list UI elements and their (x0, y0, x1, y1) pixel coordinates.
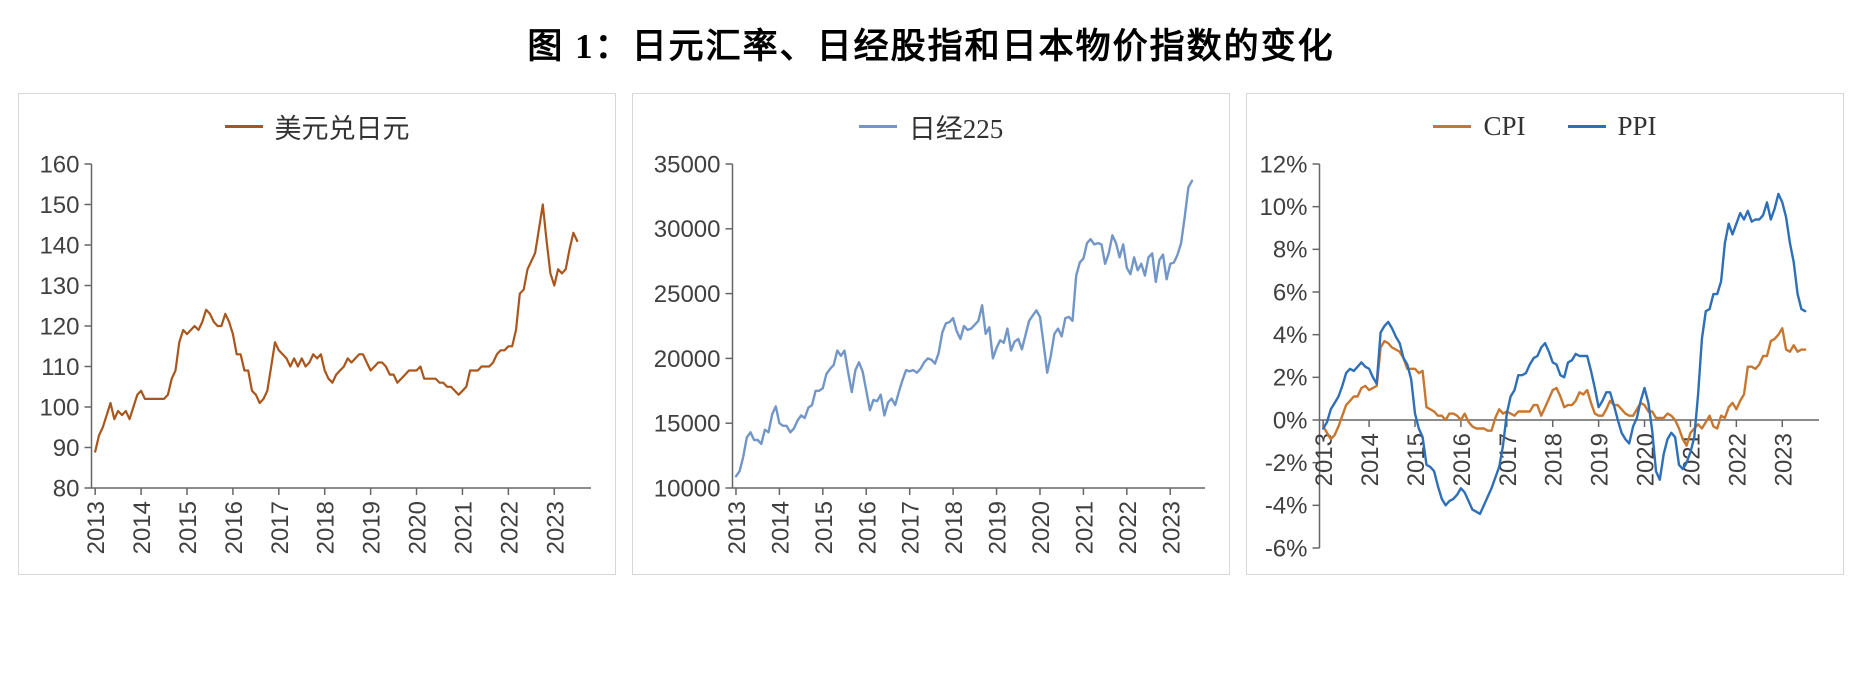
x-tick-label: 2023 (542, 501, 569, 554)
chart-usd-jpy: 80 90 100 110 120 130 140 150 160 2013 2014 2015 201… (39, 151, 591, 554)
x-tick-label: 2019 (985, 501, 1012, 554)
y-tick-label: 10% (1259, 194, 1307, 221)
y-tick-label: 140 (39, 232, 79, 259)
y-tick-label: -2% (1265, 450, 1308, 477)
x-tick-label: 2016 (1449, 433, 1476, 486)
y-tick-label: 150 (39, 192, 79, 219)
series-line-0 (1321, 327, 1807, 447)
x-tick-label: 2016 (854, 501, 881, 554)
y-tick-label: 0% (1273, 407, 1308, 434)
y-tick-label: 110 (41, 354, 79, 381)
panel-cpi-ppi: CPI PPI -6% -4% -2% 0% 2% 4% 6% 8% 10% 12% 2013 2014… (1246, 93, 1844, 575)
legend-cpi-ppi: CPI PPI (1253, 102, 1837, 150)
panel-nikkei-225: 日经225 10000 15000 20000 25000 30000 35000 2013… (632, 93, 1230, 575)
x-tick-label: 2018 (1541, 433, 1568, 486)
x-tick-label: 2015 (811, 501, 838, 554)
legend-label: 美元兑日元 (274, 113, 410, 144)
chart-nikkei-225: 10000 15000 20000 25000 30000 35000 2013 2014 20… (654, 151, 1205, 554)
x-tick-label: 2022 (1724, 433, 1751, 486)
y-tick-label: 15000 (654, 411, 721, 438)
y-tick-label: 25000 (654, 281, 721, 308)
x-tick-label: 2023 (1158, 501, 1185, 554)
y-tick-label: -6% (1265, 535, 1308, 562)
x-tick-label: 2014 (767, 501, 794, 554)
x-tick-label: 2020 (405, 501, 432, 554)
x-tick-label: 2016 (221, 501, 248, 554)
x-tick-label: 2021 (450, 501, 477, 554)
x-tick-label: 2019 (1587, 433, 1614, 486)
y-tick-label: 4% (1273, 322, 1308, 349)
y-tick-label: 160 (39, 151, 79, 178)
y-tick-label: 35000 (654, 151, 721, 178)
x-tick-label: 2017 (898, 501, 925, 554)
x-tick-label: 2013 (83, 501, 110, 554)
y-tick-label: 80 (53, 475, 80, 502)
x-tick-label: 2017 (1495, 433, 1522, 486)
y-tick-label: 130 (39, 273, 79, 300)
x-tick-label: 2021 (1071, 501, 1098, 554)
x-tick-label: 2018 (313, 501, 340, 554)
series-line-0 (94, 203, 579, 453)
y-tick-label: 2% (1273, 365, 1308, 392)
x-tick-label: 2022 (496, 501, 523, 554)
legend-item-0: CPI (1433, 110, 1526, 142)
y-tick-label: 120 (39, 313, 79, 340)
legend-item-1: PPI (1567, 110, 1657, 142)
legend-item-0: 美元兑日元 (224, 107, 410, 146)
y-tick-label: 10000 (654, 475, 721, 502)
y-tick-label: 20000 (654, 346, 721, 373)
series-line-1 (1321, 192, 1807, 516)
legend-label: CPI (1483, 110, 1526, 141)
x-tick-label: 2015 (175, 501, 202, 554)
x-tick-label: 2017 (267, 501, 294, 554)
y-tick-label: 90 (53, 435, 80, 462)
legend-line-swatch (1433, 124, 1472, 128)
y-tick-label: 8% (1273, 237, 1308, 264)
x-tick-label: 2020 (1028, 501, 1055, 554)
x-tick-label: 2014 (1357, 433, 1384, 486)
x-tick-label: 2013 (724, 501, 751, 554)
legend-line-swatch (224, 124, 263, 128)
y-tick-label: 6% (1273, 279, 1308, 306)
x-tick-label: 2019 (359, 501, 386, 554)
x-tick-label: 2013 (1311, 433, 1338, 486)
series-line-0 (734, 179, 1194, 478)
legend-nikkei-225: 日经225 (639, 102, 1223, 150)
x-tick-label: 2023 (1770, 433, 1797, 486)
x-tick-label: 2022 (1115, 501, 1142, 554)
chart-cpi-ppi: -6%-4%-2%0%2%4%6%8%10%12%2013 2014 2015 201… (1259, 151, 1819, 562)
legend-line-swatch (858, 124, 897, 128)
panel-usd-jpy: 美元兑日元 80 90 100 110 120 130 140 150 160 2013 2014 2… (18, 93, 616, 575)
figure-title: 图 1：日元汇率、日经股指和日本物价指数的变化 (527, 27, 1335, 66)
y-tick-label: 12% (1259, 151, 1307, 178)
y-tick-label: 100 (39, 394, 79, 421)
legend-label: PPI (1617, 110, 1657, 141)
legend-usd-jpy: 美元兑日元 (25, 102, 609, 150)
y-tick-label: -4% (1265, 493, 1308, 520)
legend-line-swatch (1567, 124, 1606, 128)
x-tick-label: 2014 (129, 501, 156, 554)
legend-item-0: 日经225 (858, 107, 1004, 146)
y-tick-label: 30000 (654, 216, 721, 243)
x-tick-label: 2018 (941, 501, 968, 554)
legend-label: 日经225 (908, 113, 1004, 144)
panels-row: 美元兑日元 80 90 100 110 120 130 140 150 160 2013 2014 2… (18, 93, 1844, 575)
